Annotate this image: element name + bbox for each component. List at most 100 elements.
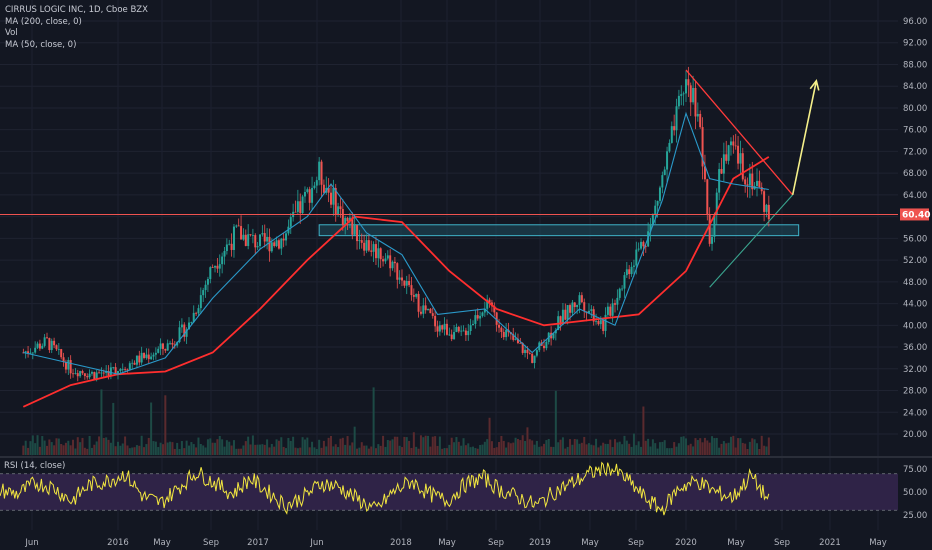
legend-ma200[interactable]: MA (200, close, 0) (5, 16, 82, 27)
price-tick-label: 40.00 (903, 321, 927, 331)
volume-bar (417, 448, 420, 455)
candle-body (460, 330, 463, 332)
volume-bar (74, 448, 77, 455)
volume-bar (531, 440, 534, 455)
candle-body (230, 243, 233, 250)
volume-bar (495, 447, 498, 455)
volume-bar (256, 444, 259, 455)
time-tick-label: 2017 (247, 538, 269, 548)
volume-bar (263, 444, 266, 455)
volume-bar (216, 439, 219, 455)
volume-bar (86, 448, 89, 455)
volume-bar (251, 435, 254, 455)
candle-body (131, 362, 134, 364)
candle-body (43, 337, 46, 346)
candle-body (462, 330, 465, 332)
rsi-pane (0, 461, 898, 516)
candle-body (320, 161, 323, 185)
volume-bar (308, 447, 311, 455)
volume-bar (235, 448, 238, 455)
volume-bar (351, 442, 354, 455)
candle-body (95, 372, 98, 380)
time-axis[interactable]: Jun 2016 May Sep 2017 Jun 2018 May Sep 2019 May Sep… (24, 538, 886, 548)
legend-ma50[interactable]: MA (50, close, 0) (5, 39, 77, 50)
candle-body (611, 303, 614, 316)
candle-body (266, 236, 269, 242)
volume-bar (479, 445, 482, 455)
candle-body (294, 211, 297, 213)
volume-bar (649, 446, 652, 455)
volume-bar (358, 447, 361, 455)
candle-body (138, 355, 141, 363)
legend-vol[interactable]: Vol (5, 28, 18, 38)
candle-body (677, 95, 680, 107)
volume-bar (292, 436, 295, 455)
volume-bar (382, 435, 385, 455)
candle-body (180, 324, 183, 328)
candle-body (209, 267, 212, 279)
candle-body (119, 369, 122, 372)
volume-bar (685, 438, 687, 455)
drawings (685, 69, 820, 288)
volume-bar (150, 402, 153, 455)
candle-body (661, 175, 664, 188)
volume-bar (124, 436, 127, 455)
candle-body (370, 250, 373, 252)
candle-body (254, 235, 257, 248)
candle-body (152, 354, 155, 357)
volume-bar (299, 447, 302, 455)
candle-body (644, 246, 647, 248)
candle-body (341, 209, 344, 225)
volume-bar (424, 435, 427, 455)
candle-body (512, 334, 515, 340)
volume-bar (469, 447, 472, 455)
rsi-axis[interactable]: 75.00 50.00 25.00 (903, 465, 927, 521)
candle-body (379, 248, 382, 260)
candle-body (204, 284, 207, 291)
volume-bar (145, 444, 148, 455)
volume-bar (597, 447, 600, 455)
candle-body (339, 206, 342, 210)
candle-body (656, 200, 659, 206)
volume-bar (161, 444, 164, 455)
candle-body (322, 184, 325, 193)
legend-symbol[interactable]: CIRRUS LOGIC INC, 1D, Cboe BZX (5, 5, 148, 15)
volume-bar (24, 440, 27, 455)
volume-bar (83, 447, 86, 455)
candle-body (107, 370, 110, 377)
candle-body (69, 360, 72, 374)
time-tick-label: 2020 (675, 538, 697, 548)
volume-bar (550, 446, 553, 455)
volume-bar (38, 446, 41, 455)
price-axis[interactable]: 96.00 92.00 88.00 84.00 80.00 76.00 72.00 68.00… (903, 17, 927, 440)
volume-bar (521, 435, 524, 455)
volume-bar (173, 448, 176, 455)
candle-body (315, 180, 318, 186)
candle-body (166, 343, 169, 351)
volume-bar (443, 448, 446, 455)
candle-body (483, 308, 486, 313)
candle-body (640, 241, 643, 249)
volume-bar (765, 446, 768, 455)
candle-body (334, 188, 337, 215)
candle-body (599, 320, 602, 325)
volume-bar (322, 440, 325, 455)
candle-body (637, 248, 640, 250)
volume-bar (450, 437, 453, 455)
volume-bar (689, 443, 692, 455)
candle-body (327, 187, 330, 193)
candle-body (74, 373, 77, 374)
candle-body (67, 360, 70, 370)
volume-bar (722, 441, 725, 455)
candle-body (393, 261, 396, 264)
volume-bar (699, 438, 702, 455)
volume-bar (197, 437, 200, 455)
volume-bar (72, 439, 75, 455)
volume-bar (677, 443, 680, 455)
candle-body (112, 367, 115, 368)
candle-body (587, 310, 590, 314)
volume-bar (746, 448, 749, 455)
volume-bar (55, 438, 58, 455)
candle-body (412, 295, 415, 297)
